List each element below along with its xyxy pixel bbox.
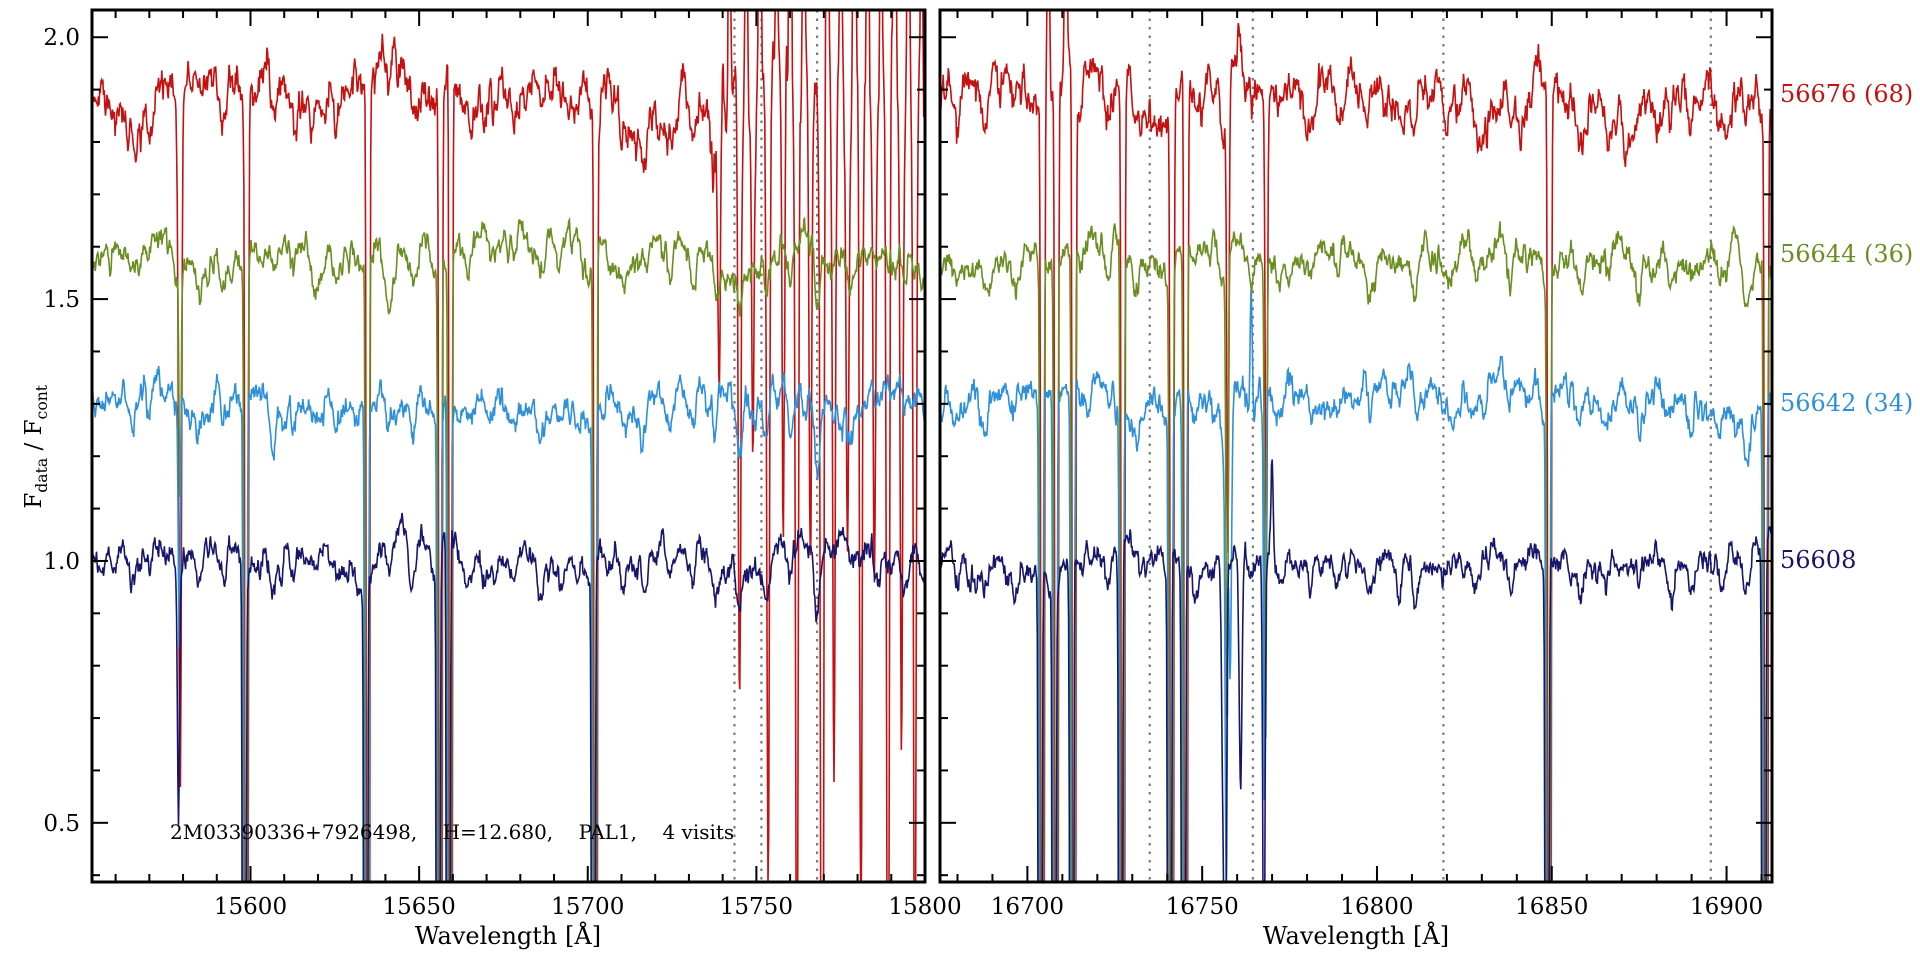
y-tick-label: 0.5 <box>43 811 80 837</box>
target-annotation: 2M03390336+7926498, H=12.680, PAL1, 4 vi… <box>170 820 735 844</box>
x-tick-label: 16850 <box>1515 894 1588 920</box>
spectrum-56644 <box>92 216 925 882</box>
spectrum-56642 <box>92 365 925 882</box>
series-label-2: 56642 (34) <box>1780 388 1914 417</box>
x-tick-label: 16900 <box>1690 894 1763 920</box>
x-tick-label: 16700 <box>991 894 1064 920</box>
spectrum-56644 <box>940 221 1772 882</box>
y-axis-label: Fdata / Fcont <box>21 384 51 509</box>
spectrum-56676 <box>92 10 925 882</box>
panel-right <box>940 10 1772 882</box>
y-tick-label: 2.0 <box>43 25 80 51</box>
x-tick-label: 15700 <box>551 894 624 920</box>
series-label-3: 56608 <box>1780 545 1857 574</box>
x-tick-label: 15800 <box>888 894 961 920</box>
x-axis-label-right: Wavelength [Å] <box>1262 922 1450 950</box>
series-label-0: 56676 (68) <box>1780 79 1914 108</box>
y-tick-label: 1.5 <box>43 287 80 313</box>
panel-left <box>92 10 925 882</box>
panel-frame <box>938 8 1774 884</box>
spectrum-56676 <box>940 10 1772 882</box>
x-tick-label: 15650 <box>383 894 456 920</box>
series-label-1: 56644 (36) <box>1780 239 1914 268</box>
spectrum-56608 <box>92 512 925 882</box>
x-tick-label: 16800 <box>1340 894 1413 920</box>
axis-ticks <box>940 10 1772 882</box>
spectrum-56642 <box>940 289 1772 882</box>
x-tick-label: 15750 <box>720 894 793 920</box>
panel-frame <box>90 8 927 884</box>
y-tick-label: 1.0 <box>43 549 80 575</box>
x-tick-label: 15600 <box>214 894 287 920</box>
spectrum-56608 <box>940 459 1772 882</box>
x-tick-label: 16750 <box>1166 894 1239 920</box>
axis-ticks <box>92 10 926 882</box>
x-axis-label-left: Wavelength [Å] <box>414 922 602 950</box>
